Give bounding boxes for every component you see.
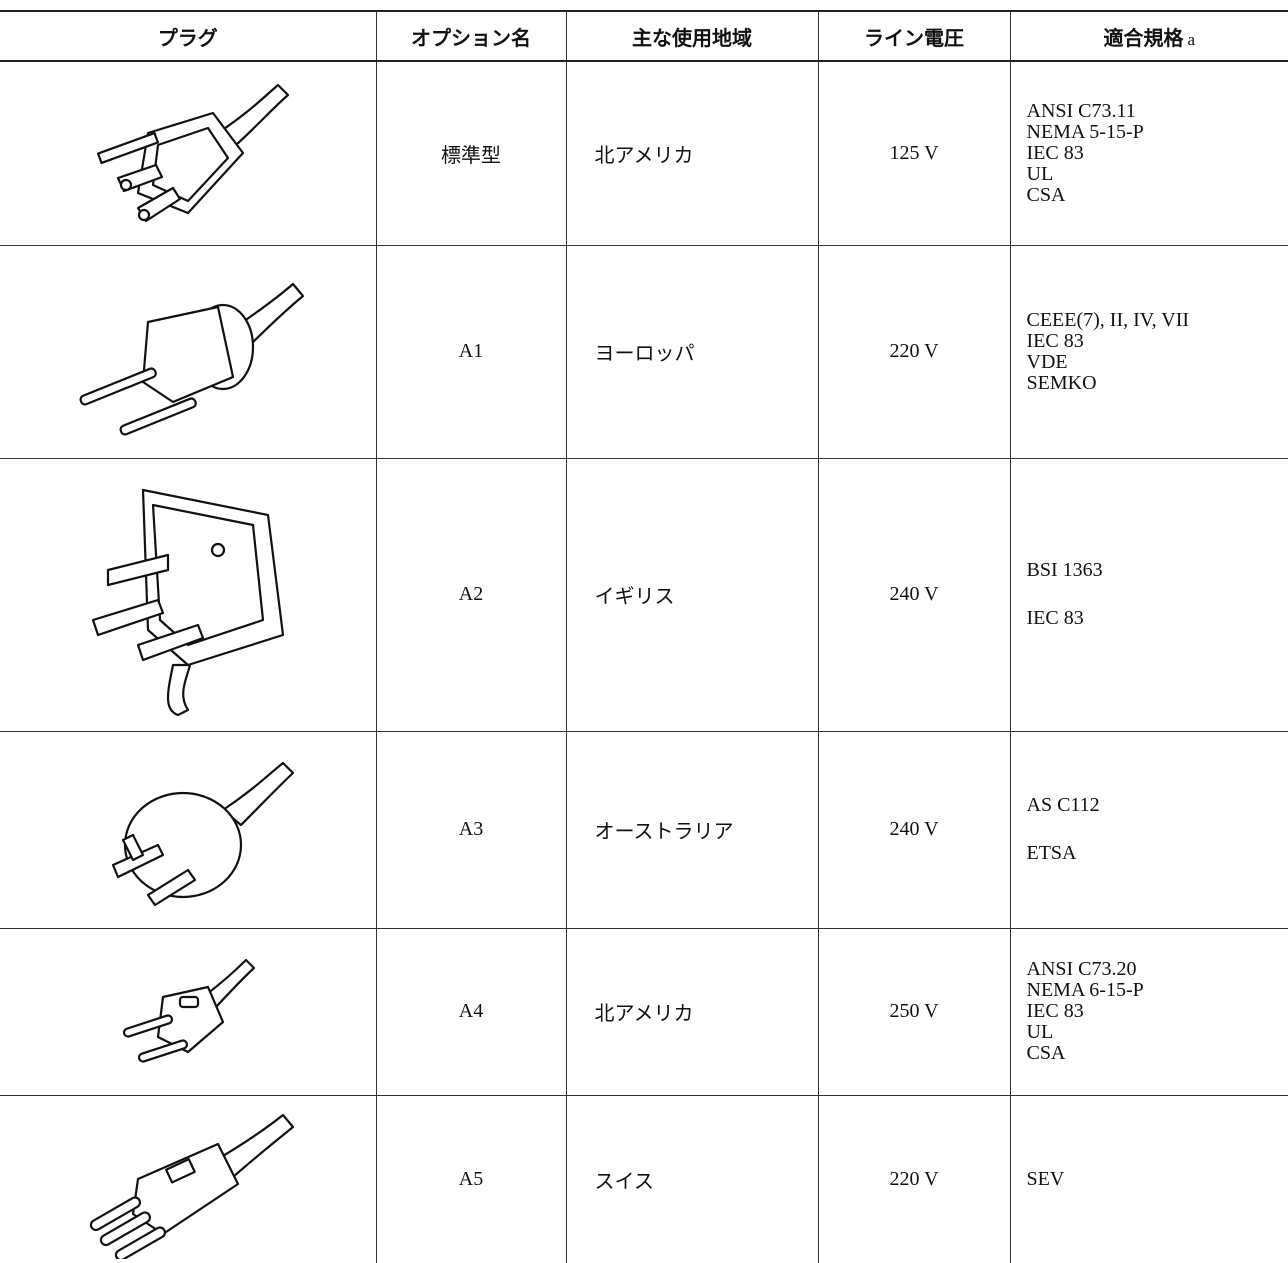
- option-cell: A5: [375, 1094, 566, 1263]
- region-cell: イギリス: [565, 457, 818, 731]
- standard: NEMA 5-15-P: [1026, 120, 1144, 143]
- row: 標準型 北アメリカ 125 V ANSI C73.11 NEMA 5-15-P IE…: [0, 60, 1288, 245]
- plug-icon: [111, 761, 294, 906]
- plug-cell: [0, 457, 376, 731]
- standard: SEV: [1026, 1167, 1065, 1190]
- standard: VDE: [1026, 350, 1068, 373]
- standard: ETSA: [1026, 842, 1077, 864]
- standard: UL: [1026, 1021, 1054, 1043]
- option-cell: A3: [375, 730, 566, 928]
- voltage-cell: 240 V: [817, 457, 1010, 731]
- standards-cell: BSI 1363 IEC 83: [1009, 457, 1288, 731]
- row: A5 スイス 220 V SEV: [0, 1094, 1288, 1263]
- standard: IEC 83: [1026, 1000, 1084, 1022]
- option-cell: A2: [375, 457, 566, 731]
- standard: IEC 83: [1026, 329, 1084, 352]
- standard: UL: [1026, 162, 1054, 185]
- region-cell: ヨーロッパ: [565, 244, 818, 458]
- plug-icon: [122, 958, 255, 1063]
- standards-cell: AS C112 ETSA: [1009, 730, 1288, 928]
- plug-icon: [89, 1114, 294, 1260]
- voltage-cell: 220 V: [817, 244, 1010, 458]
- header-cell: ライン電圧: [817, 10, 1010, 62]
- voltage-cell: 220 V: [817, 1094, 1010, 1263]
- standard: IEC 83: [1026, 607, 1084, 629]
- region-cell: オーストラリア: [565, 730, 818, 928]
- plug-icon: [96, 84, 289, 223]
- plug-table: プラグ オプション名 主な使用地域 ライン電圧 適合規格 a 標準型 北アメリカ …: [0, 10, 1288, 1263]
- standard: IEC 83: [1026, 141, 1084, 164]
- region-cell: スイス: [565, 1094, 818, 1263]
- plug-icon: [91, 488, 284, 716]
- plug-cell: [0, 244, 376, 458]
- row: A1 ヨーロッパ 220 V CEEE(7), II, IV, VII IEC 8…: [0, 244, 1288, 458]
- standards-cell: SEV: [1009, 1094, 1288, 1263]
- plug-cell: [0, 730, 376, 928]
- standard: CSA: [1026, 183, 1066, 206]
- standards-cell: CEEE(7), II, IV, VII IEC 83 VDE SEMKO: [1009, 244, 1288, 458]
- standard: ANSI C73.20: [1026, 958, 1137, 980]
- header-row: プラグ オプション名 主な使用地域 ライン電圧 適合規格 a: [0, 10, 1288, 62]
- standard: BSI 1363: [1026, 559, 1103, 581]
- standard: CEEE(7), II, IV, VII: [1026, 308, 1190, 331]
- header-cell: 適合規格 a: [1009, 10, 1288, 62]
- plug-icon: [79, 282, 304, 436]
- plug-cell: [0, 927, 376, 1095]
- option-cell: 標準型: [375, 60, 566, 245]
- voltage-cell: 240 V: [817, 730, 1010, 928]
- plug-cell: [0, 1094, 376, 1263]
- standard: AS C112: [1026, 794, 1100, 816]
- standard: CSA: [1026, 1042, 1066, 1064]
- standard: ANSI C73.11: [1026, 99, 1136, 122]
- header-cell: 主な使用地域: [565, 10, 818, 62]
- option-cell: A1: [375, 244, 566, 458]
- region-cell: 北アメリカ: [565, 927, 818, 1095]
- standards-cell: ANSI C73.20 NEMA 6-15-P IEC 83 UL CSA: [1009, 927, 1288, 1095]
- standard: SEMKO: [1026, 371, 1097, 394]
- plug-cell: [0, 60, 376, 245]
- standards-cell: ANSI C73.11 NEMA 5-15-P IEC 83 UL CSA: [1009, 60, 1288, 245]
- header-cell: オプション名: [375, 10, 566, 62]
- footnote-mark: a: [1187, 29, 1196, 49]
- header-cell: プラグ: [0, 10, 376, 62]
- standard: NEMA 6-15-P: [1026, 979, 1144, 1001]
- row: A3 オーストラリア 240 V AS C112 ETSA: [0, 730, 1288, 928]
- option-cell: A4: [375, 927, 566, 1095]
- voltage-cell: 125 V: [817, 60, 1010, 245]
- row: A4 北アメリカ 250 V ANSI C73.20 NEMA 6-15-P IEC…: [0, 927, 1288, 1095]
- header-text: 適合規格: [1103, 25, 1184, 50]
- voltage-cell: 250 V: [817, 927, 1010, 1095]
- region-cell: 北アメリカ: [565, 60, 818, 245]
- row: A2 イギリス 240 V BSI 1363 IEC 83: [0, 457, 1288, 731]
